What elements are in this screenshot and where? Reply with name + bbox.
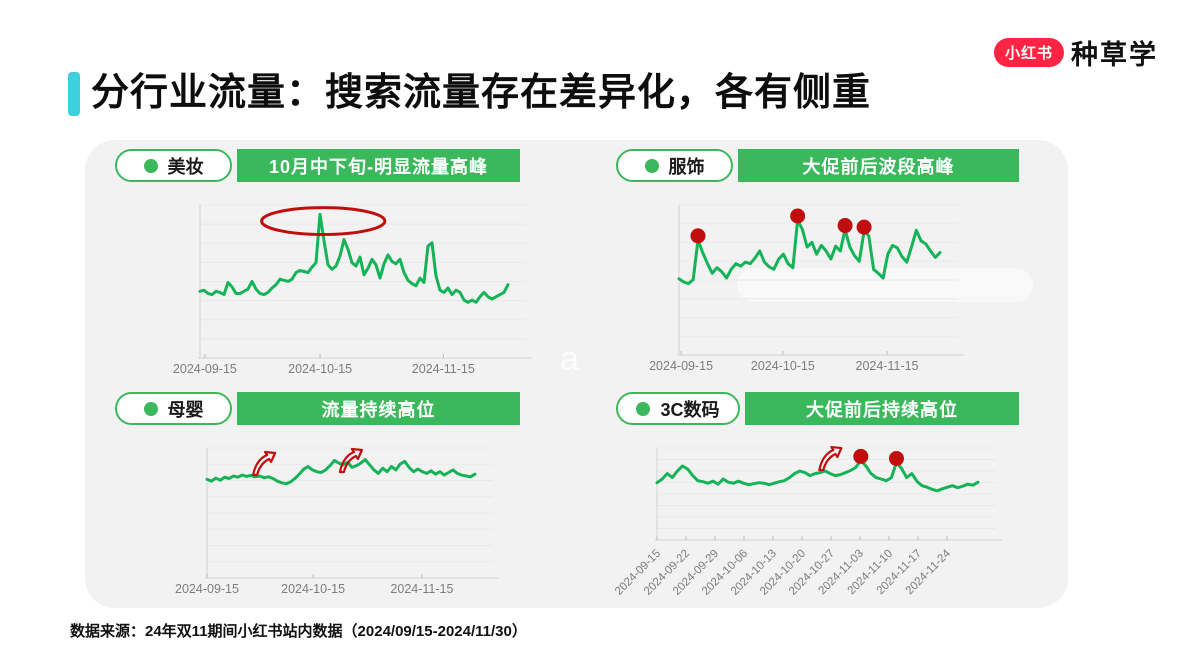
traffic-line xyxy=(655,458,980,493)
insight-banner-apparel: 大促前后波段高峰 xyxy=(738,149,1019,182)
category-pill-beauty: 美妆 xyxy=(115,149,232,182)
line-chart-apparel: 2024-09-15 2024-10-15 2024-11-15 xyxy=(649,204,964,373)
insight-banner-beauty: 10月中下旬-明显流量高峰 xyxy=(237,149,520,182)
x-tick-label: 2024-09-15 xyxy=(649,359,713,373)
peak-marker-dot xyxy=(837,218,853,234)
rising-trend-arrow xyxy=(338,447,364,474)
x-tick-label: 2024-11-15 xyxy=(390,582,453,596)
watermark-letter: a xyxy=(560,340,579,378)
peak-marker-dot xyxy=(888,450,904,466)
rising-trend-arrow xyxy=(251,450,277,477)
x-tick-label: 2024-10-15 xyxy=(751,359,815,373)
page-title: 分行业流量：搜索流量存在差异化，各有侧重 xyxy=(68,72,871,116)
x-tick-label: 2024-09-15 xyxy=(175,582,239,596)
peak-highlight-ellipse xyxy=(260,206,387,237)
traffic-line xyxy=(198,212,510,304)
title-accent-bar xyxy=(68,72,80,116)
title-text: 分行业流量：搜索流量存在差异化，各有侧重 xyxy=(91,72,872,115)
x-tick-label: 2024-10-15 xyxy=(281,582,345,596)
legend-dot-icon xyxy=(143,158,158,173)
category-label: 母婴 xyxy=(167,399,204,420)
category-pill-apparel: 服饰 xyxy=(616,149,733,182)
x-tick-label: 2024-10-15 xyxy=(288,362,352,376)
line-chart-beauty: 2024-09-15 2024-10-15 2024-11-15 xyxy=(173,204,532,376)
traffic-line xyxy=(205,458,477,486)
category-pill-3c-digital: 3C数码 xyxy=(616,392,740,425)
peak-marker-dot xyxy=(790,208,806,224)
legend-dot-icon xyxy=(143,401,158,416)
data-source-note: 数据来源：24年双11期间小红书站内数据（2024/09/15-2024/11/… xyxy=(70,623,527,640)
peak-marker-dot xyxy=(856,219,872,235)
insight-banner-mother-baby: 流量持续高位 xyxy=(237,392,520,425)
charts-panel xyxy=(85,140,1068,608)
rising-trend-arrow xyxy=(818,445,843,472)
legend-dot-icon xyxy=(644,158,659,173)
category-label: 服饰 xyxy=(668,156,705,177)
category-label: 美妆 xyxy=(167,156,204,177)
x-tick-label: 2024-09-15 xyxy=(173,362,237,376)
brand-name: 种草学 xyxy=(1071,40,1158,70)
x-tick-label: 2024-11-15 xyxy=(856,359,919,373)
category-label: 3C数码 xyxy=(660,399,720,420)
insight-banner-3c-digital: 大促前后持续高位 xyxy=(745,392,1019,425)
x-tick-label: 2024-11-15 xyxy=(412,362,475,376)
line-chart-3c-digital: 2024-09-152024-09-222024-09-292024-10-06… xyxy=(613,445,1002,598)
legend-dot-icon xyxy=(636,401,651,416)
category-pill-mother-baby: 母婴 xyxy=(115,392,232,425)
peak-marker-dot xyxy=(853,448,869,464)
peak-marker-dot xyxy=(690,228,706,244)
traffic-line xyxy=(677,218,942,286)
brand-logo: 小红书 种草学 xyxy=(993,33,1158,72)
xiaohongshu-badge: 小红书 xyxy=(993,38,1064,67)
line-chart-mother-baby: 2024-09-15 2024-10-15 2024-11-15 xyxy=(175,447,499,596)
